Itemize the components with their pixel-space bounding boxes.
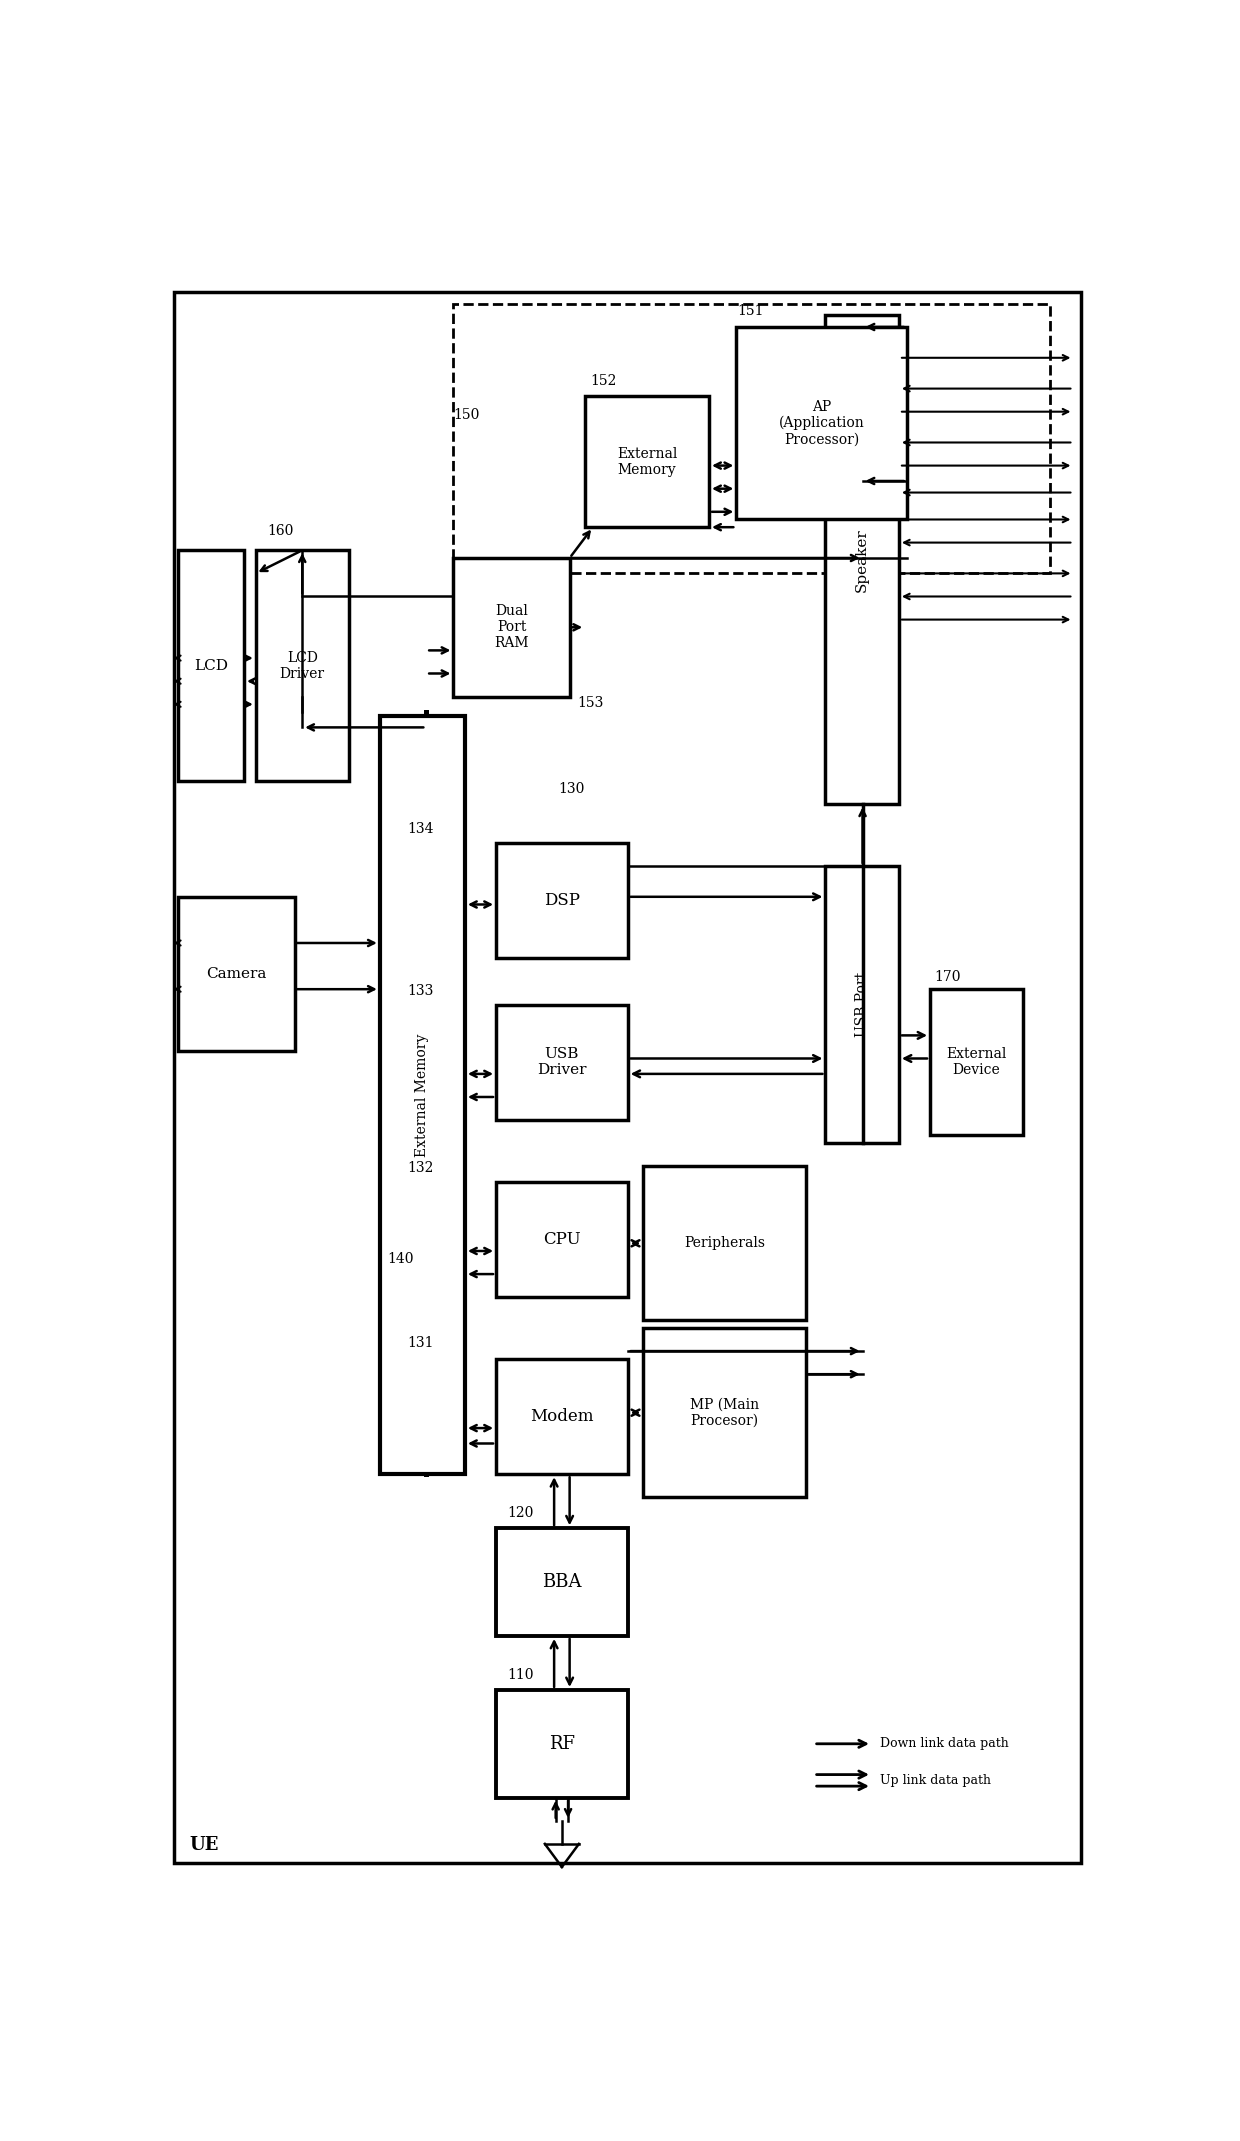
FancyBboxPatch shape [496,844,627,959]
Text: 120: 120 [507,1505,534,1520]
Text: LCD
Driver: LCD Driver [280,651,325,681]
FancyBboxPatch shape [496,1360,627,1475]
Text: 153: 153 [578,696,604,709]
Text: 140: 140 [387,1252,414,1265]
Text: LCD: LCD [195,659,228,672]
FancyBboxPatch shape [496,1182,627,1297]
Text: Peripherals: Peripherals [684,1235,765,1250]
Text: External Memory: External Memory [415,1034,429,1156]
Text: 130: 130 [558,781,584,796]
FancyBboxPatch shape [255,550,348,781]
FancyBboxPatch shape [737,328,906,520]
FancyBboxPatch shape [379,715,465,1475]
FancyBboxPatch shape [496,1689,627,1798]
Text: Camera: Camera [206,968,267,981]
Text: 134: 134 [407,822,433,835]
Text: 152: 152 [590,375,618,388]
Text: BBA: BBA [542,1574,582,1591]
FancyBboxPatch shape [175,293,1081,1863]
Text: External
Device: External Device [946,1047,1007,1077]
Text: 131: 131 [407,1336,433,1351]
Text: 110: 110 [507,1668,534,1683]
FancyBboxPatch shape [454,304,1050,574]
Text: 151: 151 [738,304,764,319]
Text: USB
Driver: USB Driver [537,1047,587,1077]
Text: Up link data path: Up link data path [879,1775,991,1788]
Text: Speaker: Speaker [856,529,869,591]
Text: Dual
Port
RAM: Dual Port RAM [495,604,528,651]
Text: Down link data path: Down link data path [879,1736,1008,1751]
FancyBboxPatch shape [930,989,1023,1135]
Text: 133: 133 [407,983,433,998]
Text: 170: 170 [934,970,960,985]
Text: 132: 132 [407,1160,433,1175]
Text: 160: 160 [268,525,294,537]
FancyBboxPatch shape [644,1327,806,1497]
Text: Modem: Modem [531,1409,594,1426]
FancyBboxPatch shape [826,315,899,805]
Text: DSP: DSP [544,893,580,910]
FancyBboxPatch shape [179,550,244,781]
FancyBboxPatch shape [496,1529,627,1636]
FancyBboxPatch shape [585,396,709,527]
Text: AP
(Application
Processor): AP (Application Processor) [779,400,864,447]
Text: External
Memory: External Memory [618,447,677,477]
FancyBboxPatch shape [496,1004,627,1120]
FancyBboxPatch shape [454,559,569,696]
Text: CPU: CPU [543,1231,580,1248]
Text: UE: UE [190,1837,219,1854]
Text: 150: 150 [454,409,480,422]
Text: RF: RF [549,1734,575,1753]
Text: USB Port: USB Port [856,972,869,1036]
Text: MP (Main
Procesor): MP (Main Procesor) [691,1398,759,1428]
FancyBboxPatch shape [826,865,899,1143]
FancyBboxPatch shape [179,897,295,1051]
FancyBboxPatch shape [644,1167,806,1321]
